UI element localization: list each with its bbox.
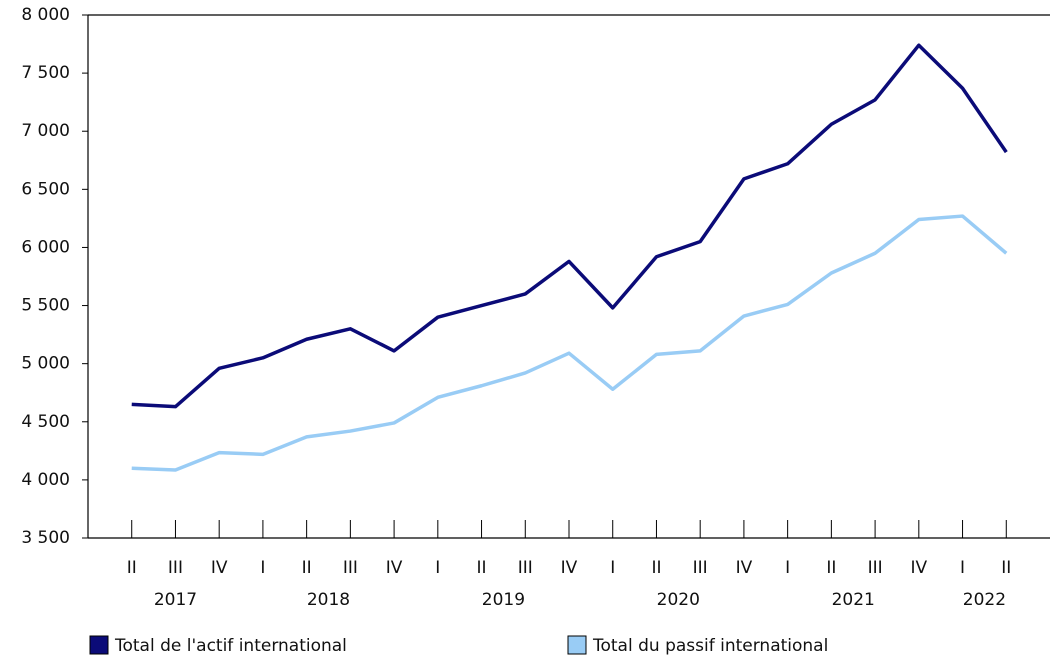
x-tick-label: IV [736,558,753,578]
series-line [131,43,1008,409]
year-label: 2020 [657,590,700,610]
y-tick-label: 5 500 [21,296,70,316]
x-tick-label: II [826,558,836,578]
x-tick-label: II [651,558,661,578]
series-line [131,214,1008,472]
y-tick-label: 4 500 [21,412,70,432]
x-tick-label: III [868,558,883,578]
legend-swatch [89,635,109,655]
x-tick-label: II [302,558,312,578]
year-label: 2019 [482,590,525,610]
x-tick-label: IV [910,558,927,578]
x-tick-label: I [610,558,615,578]
y-tick-label: 7 500 [21,63,70,83]
y-tick-label: 3 500 [21,528,70,548]
year-label: 2017 [154,590,197,610]
x-tick-label: II [127,558,137,578]
x-tick-label: III [343,558,358,578]
y-tick-label: 8 000 [21,5,70,25]
year-label: 2022 [963,590,1006,610]
x-tick-label: III [693,558,708,578]
x-tick-label: II [1001,558,1011,578]
x-tick-label: III [168,558,183,578]
y-tick-label: 7 000 [21,121,70,141]
legend-swatch [567,635,587,655]
x-tick-label: IV [386,558,403,578]
x-tick-label: IV [211,558,228,578]
legend-label: Total de l'actif international [114,636,347,656]
y-tick-label: 6 500 [21,179,70,199]
legend-label: Total du passif international [592,636,828,656]
y-tick-label: 6 000 [21,237,70,257]
x-tick-label: IV [561,558,578,578]
x-tick-label: I [785,558,790,578]
year-label: 2021 [832,590,875,610]
year-label: 2018 [307,590,350,610]
x-tick-label: I [960,558,965,578]
x-tick-label: I [260,558,265,578]
y-tick-label: 4 000 [21,470,70,490]
x-tick-label: III [518,558,533,578]
x-tick-label: II [477,558,487,578]
x-tick-label: I [435,558,440,578]
y-tick-label: 5 000 [21,354,70,374]
